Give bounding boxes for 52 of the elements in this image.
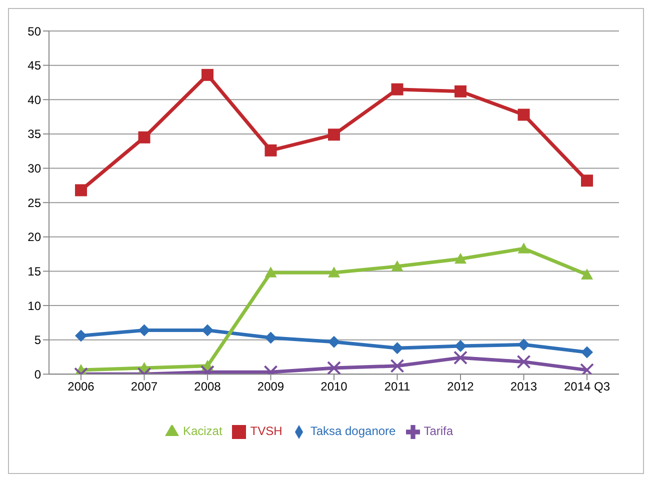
point: [391, 83, 404, 96]
y-tick-label: 30: [28, 162, 42, 176]
point: [264, 144, 277, 156]
point: [580, 363, 594, 374]
x-tick-label: 2013: [510, 380, 538, 394]
point: [327, 360, 341, 374]
x-tick-label: 2012: [447, 380, 474, 394]
y-tick-label: 0: [34, 367, 42, 382]
y-tick-label: 50: [28, 24, 42, 38]
y-tick-label: 15: [28, 264, 42, 278]
point: [75, 184, 87, 196]
x-tick-label: 2009: [257, 380, 284, 394]
x-tick-label: 2008: [194, 380, 222, 394]
point: [264, 332, 277, 344]
point: [454, 350, 468, 365]
x-tick-label: 2014 Q3: [564, 380, 610, 394]
point: [581, 346, 593, 358]
x-tick-label: 2010: [320, 380, 348, 394]
point: [518, 108, 530, 121]
y-tick-label: 45: [28, 58, 42, 73]
y-tick-label: 40: [28, 92, 42, 107]
point: [328, 266, 340, 278]
y-tick-label: 5: [34, 333, 42, 348]
point: [454, 340, 466, 352]
point: [202, 324, 214, 336]
point: [391, 260, 404, 272]
point: [138, 131, 150, 144]
y-tick-label: 35: [28, 127, 42, 142]
point: [391, 342, 404, 354]
point: [518, 338, 530, 351]
point: [516, 354, 531, 369]
point: [328, 128, 340, 141]
point: [75, 330, 87, 342]
point: [518, 242, 530, 254]
point: [454, 85, 466, 98]
point: [390, 358, 404, 373]
legend-label: Taksa doganore: [310, 424, 396, 438]
legend-label: Tarifa: [424, 424, 454, 438]
y-tick-label: 20: [28, 230, 42, 244]
y-tick-label: 25: [28, 196, 42, 210]
x-tick-label: 2006: [68, 380, 95, 394]
point: [264, 266, 277, 278]
legend-label: Kacizat: [182, 424, 222, 438]
legend-label: TVSH: [250, 424, 282, 438]
point: [581, 174, 593, 187]
point: [202, 68, 214, 81]
point: [581, 268, 593, 280]
point: [454, 252, 466, 264]
y-tick-label: 10: [28, 298, 42, 313]
x-tick-label: 2007: [130, 380, 158, 394]
point: [328, 336, 340, 348]
x-tick-label: 2011: [384, 380, 410, 394]
